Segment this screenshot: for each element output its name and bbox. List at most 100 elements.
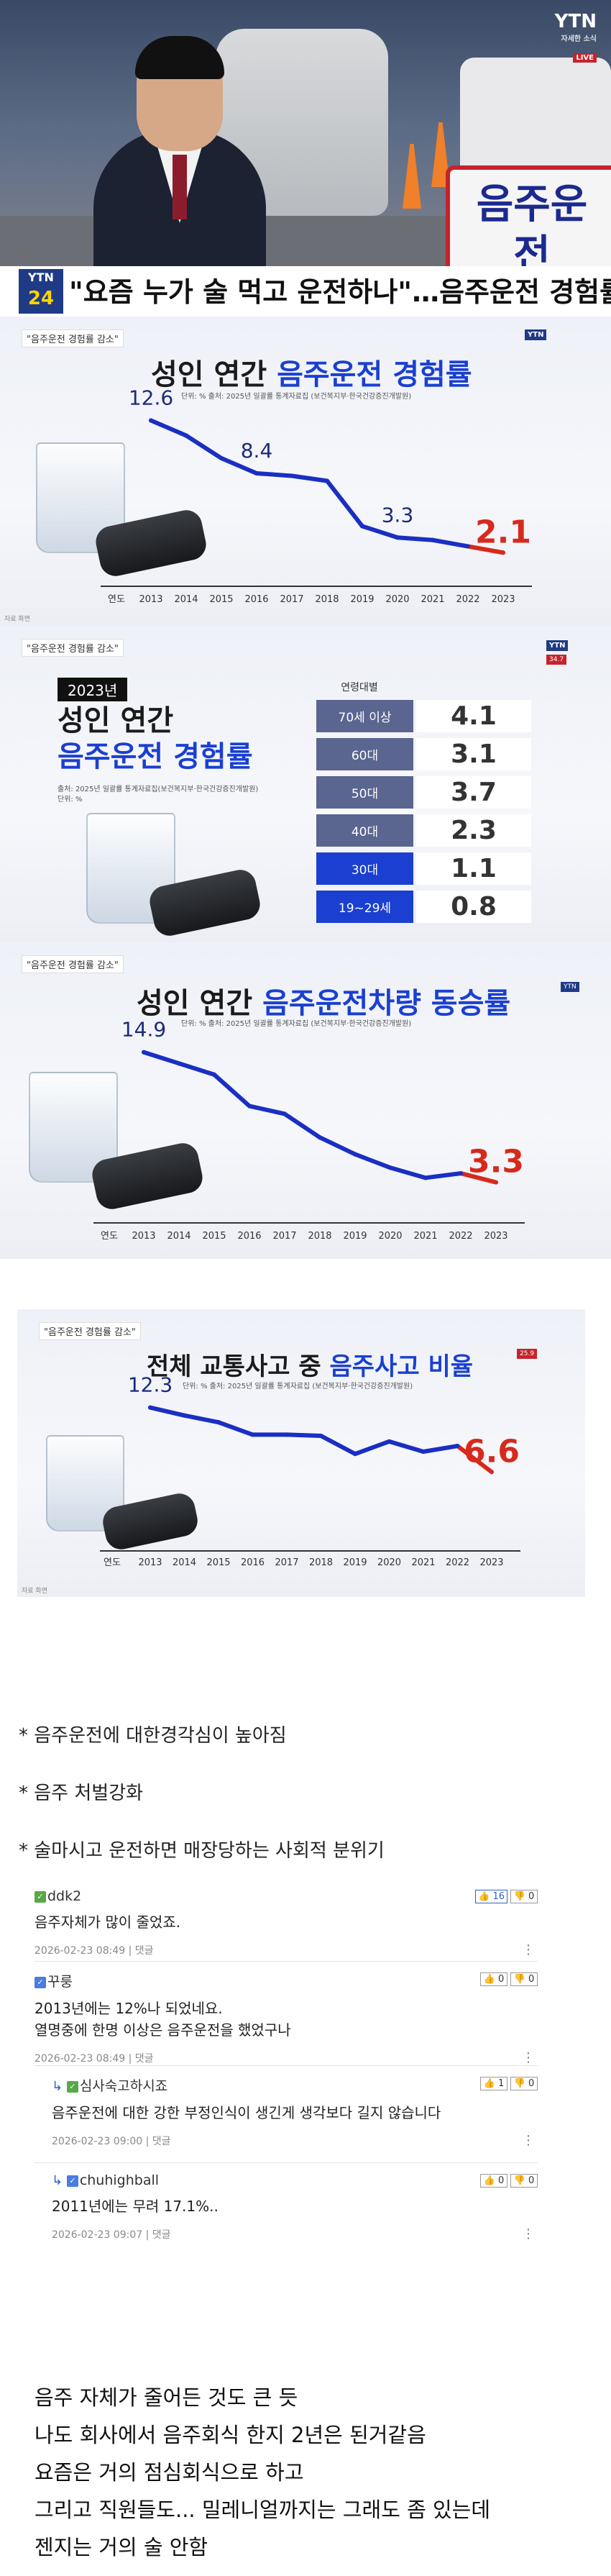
thumbs-down-button[interactable]: 👎 0 bbox=[510, 2174, 538, 2188]
panel-tag: "음주운전 경험률 감소" bbox=[22, 329, 124, 347]
x-tick-label: 2019 bbox=[343, 1557, 367, 1568]
x-tick-label: 2018 bbox=[308, 1231, 331, 1242]
series-line-segment bbox=[395, 535, 435, 542]
comment-author[interactable]: ↳ ✓ chuhighball bbox=[52, 2172, 538, 2188]
chart-title-highlight: 음주운전 경험률 bbox=[277, 358, 472, 391]
comment-username[interactable]: 심사숙고하시죠 bbox=[79, 2078, 168, 2094]
data-point bbox=[250, 1432, 255, 1437]
data-label: 6.6 bbox=[464, 1433, 520, 1470]
age-row: 50대 3.7 bbox=[316, 776, 532, 809]
thumbs-down-button[interactable]: 👎 0 bbox=[510, 1890, 538, 1903]
data-point bbox=[282, 1111, 287, 1116]
thumbs-up-icon: 👍 bbox=[483, 2078, 499, 2089]
x-tick-label: 2022 bbox=[456, 594, 479, 605]
x-tick-label: 2015 bbox=[209, 594, 233, 605]
stat-badge: 34.7 bbox=[546, 655, 567, 665]
age-row: 40대 2.3 bbox=[316, 814, 532, 847]
data-point bbox=[142, 1050, 146, 1055]
data-label: 3.3 bbox=[382, 503, 414, 527]
more-vertical-icon[interactable]: ⋮ bbox=[522, 2133, 535, 2148]
series-line-segment bbox=[219, 456, 259, 475]
thumbs-down-button[interactable]: 👎 0 bbox=[510, 2077, 538, 2090]
data-label: 12.6 bbox=[129, 386, 173, 410]
data-point bbox=[177, 1061, 181, 1066]
chart-title-plain: 성인 연간 bbox=[137, 987, 253, 1020]
x-tick-label: 2021 bbox=[413, 1231, 437, 1242]
thumbs-down-icon: 👎 bbox=[513, 2078, 529, 2089]
data-point bbox=[148, 1405, 152, 1410]
line-chart-3: 연도 2013 2014 2015 2016 2017 2018 2019 2020 2021 20… bbox=[100, 1373, 520, 1568]
more-vertical-icon[interactable]: ⋮ bbox=[522, 2050, 535, 2065]
comment-username[interactable]: ddk2 bbox=[47, 1888, 82, 1904]
age-value: 0.8 bbox=[416, 891, 531, 923]
downvote-count: 0 bbox=[528, 1891, 535, 1902]
user-level-icon: ✓ bbox=[66, 2175, 78, 2187]
data-point bbox=[388, 1165, 392, 1170]
age-row: 30대 1.1 bbox=[316, 852, 532, 885]
more-vertical-icon[interactable]: ⋮ bbox=[522, 1942, 535, 1957]
age-row: 70세 이상 4.1 bbox=[316, 700, 532, 732]
post-line: 나도 회사에서 음주회식 한지 2년은 된거같음 bbox=[35, 2423, 426, 2447]
series-line-segment bbox=[148, 1405, 187, 1418]
chart-title-highlight: 음주운전차량 동승률 bbox=[262, 987, 511, 1020]
chart-panel-2: "음주운전 경험률 감소" YTN 성인 연간 음주운전차량 동승률 단위: %… bbox=[0, 942, 611, 1259]
anchor-hair bbox=[135, 36, 224, 79]
series-line-segment bbox=[182, 1413, 221, 1425]
comment-author[interactable]: ✓ 꾸룽 bbox=[35, 1971, 538, 1990]
data-point bbox=[247, 1103, 252, 1109]
thumbs-down-button[interactable]: 👎 0 bbox=[510, 1972, 538, 1986]
thumbs-up-button[interactable]: 👍 16 bbox=[475, 1890, 507, 1903]
data-point bbox=[325, 478, 329, 483]
live-badge: LIVE bbox=[573, 53, 597, 63]
downvote-count: 0 bbox=[528, 2175, 535, 2186]
series-line-segment bbox=[318, 1135, 357, 1157]
thumbs-up-button[interactable]: 👍 1 bbox=[480, 2077, 507, 2090]
age-value: 4.1 bbox=[416, 700, 531, 732]
more-vertical-icon[interactable]: ⋮ bbox=[522, 2226, 535, 2242]
vote-group: 👍 0 👎 0 bbox=[480, 2172, 538, 2188]
data-point bbox=[212, 1072, 216, 1077]
comment-author[interactable]: ✓ ddk2 bbox=[35, 1888, 538, 1904]
post-line: 그리고 직원들도... 밀레니얼까지는 그래도 좀 있는데 bbox=[35, 2498, 491, 2522]
comment-meta: 2026-02-23 09:00 | 댓글 bbox=[52, 2134, 538, 2148]
meta-separator: | bbox=[125, 1945, 135, 1957]
reply-link[interactable]: 댓글 bbox=[152, 2229, 171, 2241]
chart-title-plain: 성인 연간 bbox=[151, 358, 267, 391]
chart-title: 성인 연간 음주운전 경험률 bbox=[151, 351, 472, 393]
reply-arrow-icon: ↳ bbox=[52, 2079, 67, 2094]
data-point bbox=[353, 1452, 357, 1457]
data-point bbox=[431, 537, 435, 542]
x-tick-label: 2017 bbox=[275, 1557, 298, 1568]
data-point bbox=[353, 1152, 357, 1157]
reply-link[interactable]: 댓글 bbox=[134, 2053, 154, 2065]
x-tick-label: 2017 bbox=[272, 1231, 296, 1242]
upvote-count: 0 bbox=[498, 1974, 505, 1985]
reply-link[interactable]: 댓글 bbox=[152, 2136, 171, 2147]
data-point bbox=[290, 473, 294, 478]
line-chart-2: 연도 2013 2014 2015 2016 2017 2018 2019 2020 2021 20… bbox=[93, 1018, 525, 1242]
upvote-count: 0 bbox=[498, 2175, 505, 2186]
thumbs-up-button[interactable]: 👍 0 bbox=[480, 1972, 507, 1986]
anchor-tie bbox=[173, 155, 187, 219]
reply-arrow-icon: ↳ bbox=[52, 2173, 67, 2188]
comment-username[interactable]: chuhighball bbox=[79, 2172, 160, 2188]
data-label: 8.4 bbox=[241, 439, 273, 463]
comment-date: 2026-02-23 08:49 bbox=[35, 2053, 126, 2065]
panel-tag: "음주운전 경험률 감소" bbox=[39, 1322, 141, 1340]
x-tick-label: 2015 bbox=[202, 1231, 226, 1242]
thumbs-down-icon: 👎 bbox=[513, 1974, 529, 1985]
line-chart-1: 연도 2013 2014 2015 2016 2017 2018 2019 2020 2021 20… bbox=[101, 386, 532, 605]
thumbs-up-button[interactable]: 👍 0 bbox=[480, 2174, 507, 2188]
series-line-segment bbox=[466, 544, 505, 555]
comment-username[interactable]: 꾸룽 bbox=[47, 1974, 73, 1990]
age-label: 50대 bbox=[316, 776, 413, 809]
comment-author[interactable]: ↳ ✓ 심사숙고하시죠 bbox=[52, 2075, 538, 2095]
x-tick-label: 2016 bbox=[244, 594, 268, 605]
chart-title: 전체 교통사고 중 음주사고 비율 bbox=[147, 1347, 473, 1382]
series-line-segment bbox=[177, 1061, 216, 1077]
x-tick-label: 2020 bbox=[378, 1231, 402, 1242]
upvote-count: 16 bbox=[492, 1891, 505, 1902]
meta-separator: | bbox=[125, 2053, 135, 2065]
reply-link[interactable]: 댓글 bbox=[134, 1945, 154, 1957]
downvote-count: 0 bbox=[528, 1974, 535, 1985]
